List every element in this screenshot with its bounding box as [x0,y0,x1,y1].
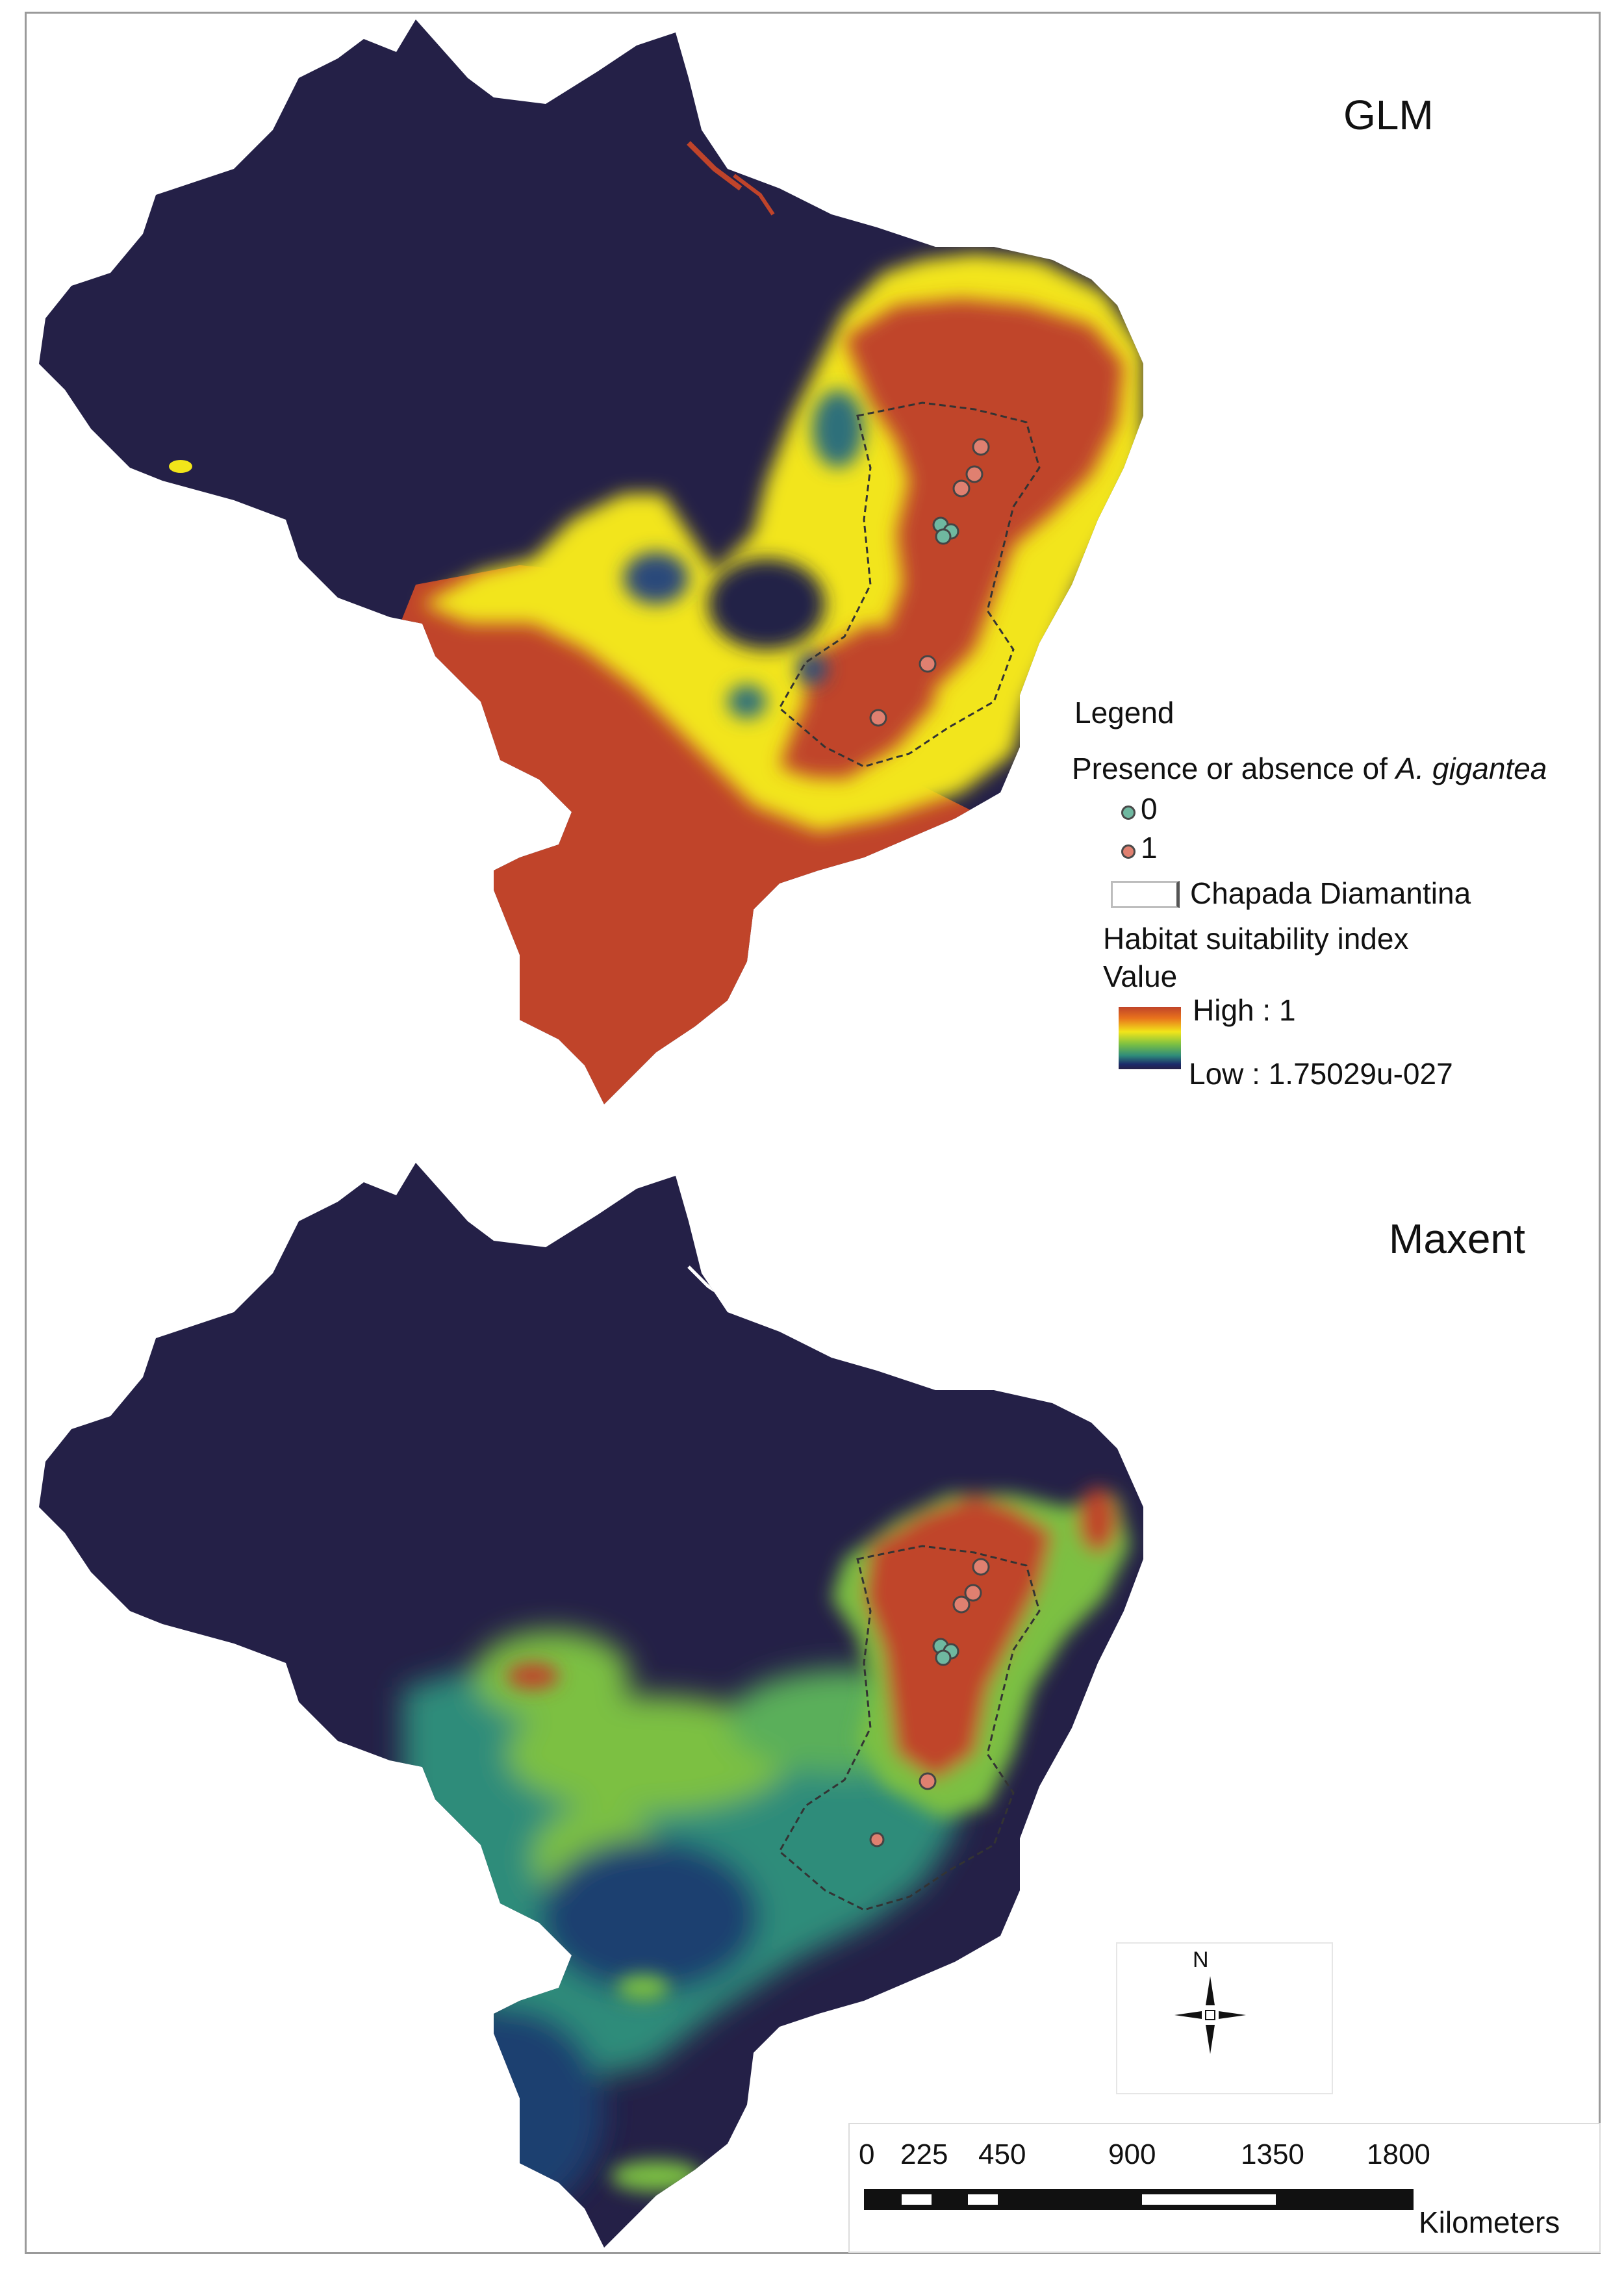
index-heading: Habitat suitability index [1103,922,1409,956]
presence-point-symbol [1121,844,1136,859]
maxent-presence-points [869,1558,990,1847]
presence-heading: Presence or absence of A. gigantea [1072,752,1547,785]
figure-frame [25,12,1601,2254]
scale-tick-225: 225 [900,2138,948,2170]
scale-tick-0: 0 [859,2138,875,2170]
maxent-title: Maxent [1389,1215,1525,1262]
suitability-color-ramp [1119,1007,1181,1069]
maxent-map [39,1163,1143,2248]
legend-title: Legend [1074,696,1174,730]
scale-units: Kilometers [1419,2205,1560,2239]
legend: Legend Presence or absence of A. gigante… [1065,689,1598,1111]
north-label: N [1193,1947,1209,1972]
glm-title: GLM [1343,92,1434,138]
high-label: High : 1 [1193,993,1296,1027]
glm-presence-points [869,438,990,727]
scale-tick-900: 900 [1108,2138,1156,2170]
scale-tick-1800: 1800 [1367,2138,1430,2170]
glm-absence-points [932,516,959,545]
value-heading: Value [1103,959,1178,993]
scale-bar: 0 225 450 900 1350 1800 Kilometers [848,2123,1601,2253]
low-label: Low : 1.75029u-027 [1189,1057,1453,1091]
boundary-label: Chapada Diamantina [1190,876,1471,910]
compass-icon [1174,1976,1246,2054]
north-arrow: N [1116,1942,1333,2094]
presence-label: 1 [1141,831,1158,865]
boundary-symbol [1111,881,1180,908]
absence-point-symbol [1121,806,1136,820]
maxent-absence-points [932,1638,959,1666]
absence-label: 0 [1141,792,1158,826]
scale-tick-450: 450 [978,2138,1026,2170]
species-name: A. gigantea [1395,752,1547,785]
scale-bar-graphic [864,2189,1414,2210]
scale-tick-1350: 1350 [1241,2138,1304,2170]
glm-map [39,19,1143,1104]
